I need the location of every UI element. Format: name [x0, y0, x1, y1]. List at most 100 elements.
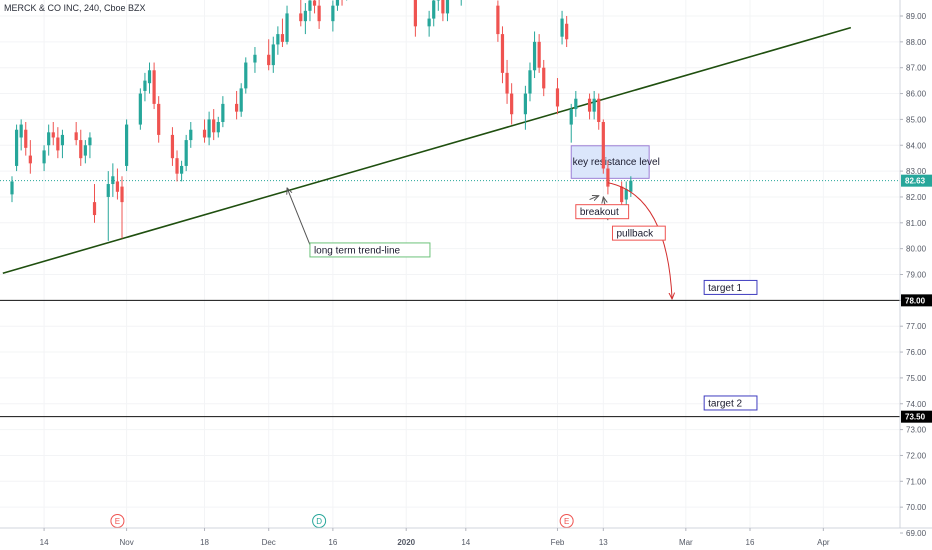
x-tick-label: Dec [262, 538, 276, 547]
candle [303, 3, 307, 35]
candles-layer [10, 0, 633, 241]
candle [147, 62, 152, 94]
candle-body [120, 186, 124, 203]
candle-body [317, 5, 321, 22]
candle-body [303, 10, 307, 22]
x-tick-label: Mar [679, 538, 693, 547]
candle-body [157, 103, 161, 135]
event-marker-e: E [110, 514, 125, 528]
candle-body [555, 88, 560, 107]
candle [523, 85, 527, 130]
candle [317, 0, 321, 29]
candle [624, 181, 628, 205]
annotation-target-2: target 2 [703, 395, 758, 411]
candle [106, 171, 110, 241]
candle [92, 184, 97, 223]
candle-body [592, 98, 596, 112]
candle-body [189, 129, 193, 141]
candle-body [587, 98, 592, 112]
candle [308, 0, 312, 22]
candle [432, 0, 436, 27]
candle-body [216, 121, 220, 133]
candle [184, 134, 188, 172]
y-tick-label: 86.00 [906, 90, 927, 99]
projection-arrow [607, 182, 672, 299]
candle [175, 150, 179, 182]
event-marker-e: E [559, 514, 574, 528]
candle [235, 90, 239, 120]
event-letter: D [316, 517, 322, 526]
x-tick-label: 16 [746, 538, 755, 547]
y-tick-label: 80.00 [906, 245, 927, 254]
candle [629, 176, 633, 197]
price-tag-text: 82.63 [905, 177, 926, 186]
annotation-breakout: breakout [575, 204, 630, 220]
candle [335, 0, 340, 11]
candle-body [606, 168, 610, 187]
candle-body [565, 23, 569, 40]
candle [496, 0, 500, 42]
pointer-arrow [589, 196, 599, 200]
price-axis-bg [900, 0, 932, 550]
candle [505, 59, 509, 104]
candle [597, 93, 601, 130]
annotation-box [575, 204, 630, 220]
y-tick-label: 74.00 [906, 400, 927, 409]
price-tag-text: 78.00 [905, 296, 926, 305]
candle [555, 78, 560, 115]
candle-body [280, 34, 285, 42]
x-tick-label: Nov [119, 538, 133, 547]
y-tick-label: 81.00 [906, 219, 927, 228]
candle-body [601, 121, 605, 169]
candle [341, 0, 343, 6]
level-tag: 73.50 [901, 410, 932, 423]
price-tag-bg [901, 410, 932, 423]
y-tick-label: 71.00 [906, 477, 927, 486]
y-tick-label: 88.00 [906, 38, 927, 47]
x-tick-label: 14 [461, 538, 470, 547]
candle [460, 0, 462, 6]
candle [88, 132, 92, 159]
candle [212, 109, 216, 141]
candle-body [271, 44, 275, 66]
candle-body [47, 132, 51, 146]
candle [271, 36, 275, 73]
annotation-text: target 2 [708, 398, 742, 409]
annotation-box [703, 395, 758, 411]
annotation-text: target 1 [708, 283, 742, 294]
candle-body [106, 184, 110, 197]
event-marker-d: D [312, 514, 327, 528]
candle-body [79, 140, 83, 159]
x-tick-label: 18 [200, 538, 209, 547]
candle-body [152, 70, 156, 104]
candle-body [523, 93, 527, 115]
x-tick-label: 13 [599, 538, 608, 547]
candle-body [560, 18, 564, 37]
candle [445, 0, 450, 22]
event-letter: E [115, 517, 120, 526]
annotations-layer: long term trend-line breakout pullback targ… [287, 182, 758, 411]
annotation-box [703, 279, 758, 295]
trendline [2, 26, 852, 274]
candle [60, 129, 65, 159]
candle-body [180, 165, 184, 174]
candle [312, 0, 317, 14]
candle [83, 140, 87, 164]
annotation-box [611, 225, 666, 241]
candle-body [170, 134, 175, 159]
candle [143, 72, 147, 102]
level-tag: 78.00 [901, 294, 932, 307]
candle [180, 160, 184, 182]
price-tag-bg [901, 294, 932, 307]
candle-body [60, 134, 65, 146]
candle [24, 121, 28, 156]
y-tick-label: 77.00 [906, 322, 927, 331]
annotation-target-1: target 1 [703, 279, 758, 295]
candle-body [19, 124, 23, 138]
y-tick-label: 70.00 [906, 503, 927, 512]
candle-body [505, 72, 509, 94]
price-tag-text: 73.50 [905, 413, 926, 422]
resistance-zone-label: key resistance level [573, 157, 660, 168]
candle-body [51, 132, 55, 138]
